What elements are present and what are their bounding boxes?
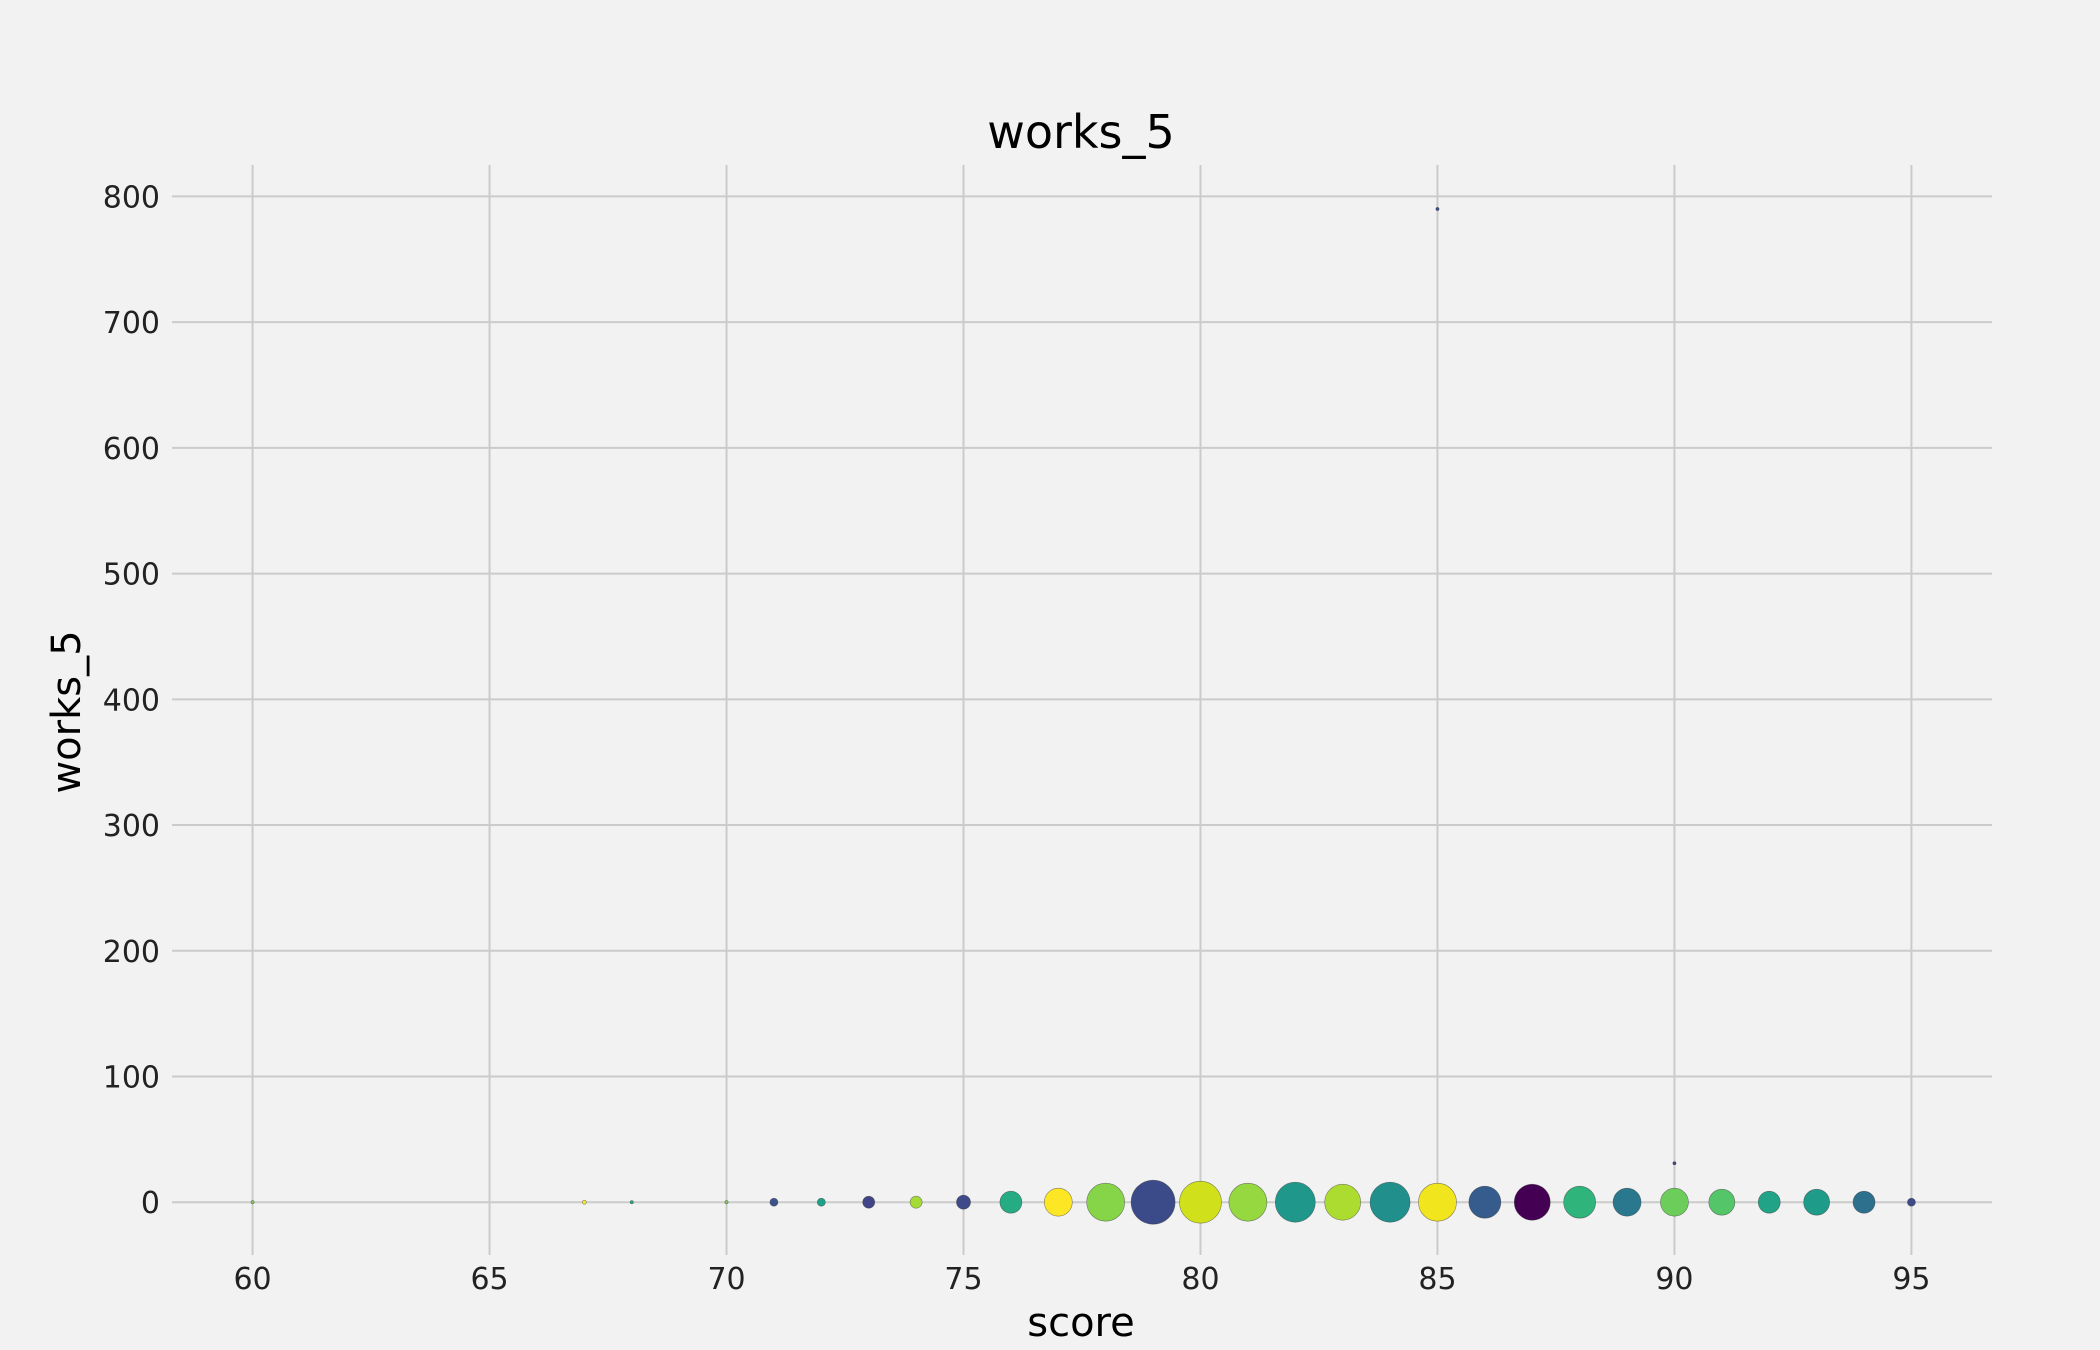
scatter-point (1513, 1183, 1551, 1221)
y-tick-label: 600 (103, 432, 160, 467)
scatter-point (1757, 1190, 1781, 1214)
y-axis-label: works_5 (44, 630, 90, 793)
scatter-point (1418, 1182, 1457, 1222)
x-tick-label: 90 (1655, 1262, 1693, 1297)
x-tick-label: 60 (233, 1262, 271, 1297)
scatter-point (1130, 1179, 1176, 1225)
scatter-point (1086, 1182, 1125, 1222)
y-tick-label: 200 (103, 935, 160, 970)
scatter-point (724, 1200, 729, 1205)
y-tick-label: 500 (103, 558, 160, 593)
scatter-point (1708, 1188, 1736, 1216)
tick-labels: 60 65 70 75 80 85 90 95 0 100 200 300 400 500 600 700 80… (103, 180, 1931, 1297)
scatter-point (1660, 1187, 1689, 1217)
x-tick-label: 65 (470, 1262, 508, 1297)
scatter-point (769, 1197, 779, 1207)
scatter-point (1228, 1182, 1268, 1222)
scatter-point (1324, 1183, 1361, 1221)
scatter-point (250, 1200, 255, 1205)
scatter-point (1468, 1185, 1502, 1219)
x-tick-label: 85 (1418, 1262, 1456, 1297)
scatter-point (1563, 1185, 1596, 1219)
scatter-point (1179, 1180, 1222, 1224)
y-tick-label: 300 (103, 809, 160, 844)
scatter-point (1612, 1187, 1642, 1217)
scatter-point (817, 1197, 826, 1207)
scatter-point (1044, 1187, 1073, 1217)
y-tick-label: 0 (141, 1186, 160, 1221)
scatter-point (1274, 1181, 1316, 1223)
scatter-point (1907, 1197, 1916, 1207)
x-tick-label: 95 (1892, 1262, 1930, 1297)
chart-title: works_5 (987, 105, 1175, 159)
scatter-point (956, 1194, 971, 1210)
x-tick-label: 80 (1181, 1262, 1219, 1297)
scatter-point (862, 1195, 876, 1209)
x-tick-label: 75 (944, 1262, 982, 1297)
data-points (250, 207, 1916, 1225)
y-tick-label: 800 (103, 180, 160, 215)
scatter-point (1672, 1161, 1677, 1166)
scatter-point (1852, 1190, 1876, 1214)
y-tick-label: 100 (103, 1060, 160, 1095)
scatter-point (1803, 1188, 1830, 1216)
x-tick-label: 70 (707, 1262, 745, 1297)
scatter-point (909, 1195, 923, 1209)
scatter-point (999, 1190, 1023, 1214)
y-tick-label: 700 (103, 306, 160, 341)
y-tick-label: 400 (103, 683, 160, 718)
scatter-point (1369, 1181, 1411, 1223)
scatter-point (1435, 207, 1440, 211)
grid-lines (172, 165, 1992, 1255)
scatter-point (582, 1199, 587, 1205)
x-axis-label: score (1027, 1300, 1134, 1346)
scatter-point (629, 1200, 634, 1205)
